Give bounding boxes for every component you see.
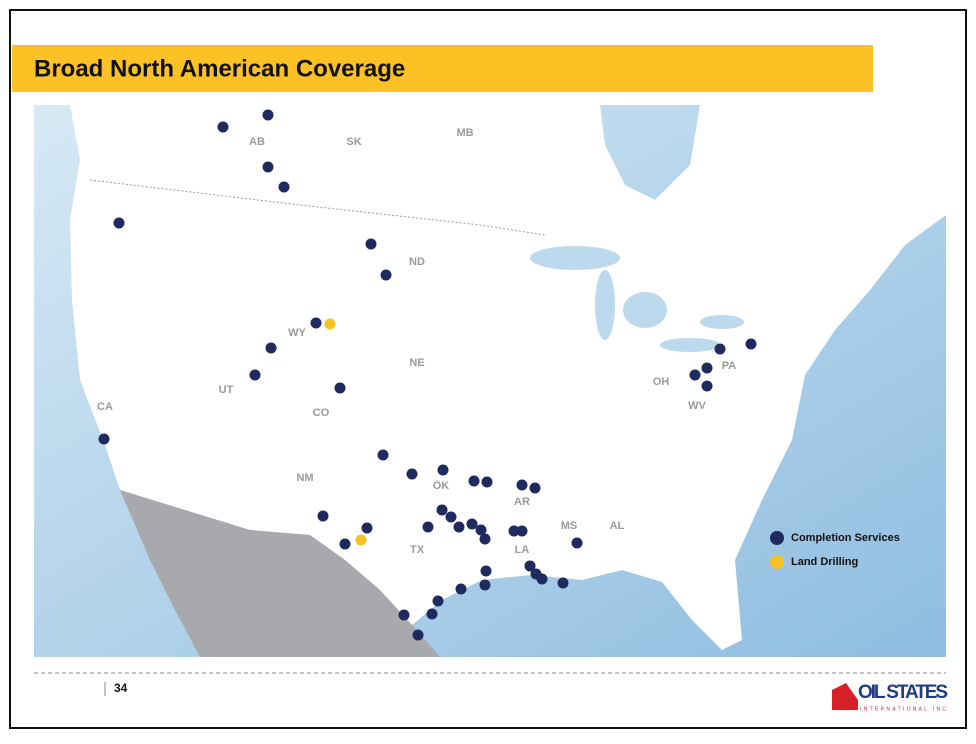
completion-site [406, 468, 418, 480]
completion-site [445, 511, 457, 523]
state-label: WV [688, 400, 706, 412]
completion-site [361, 522, 373, 534]
completion-site [317, 510, 329, 522]
completion-site [516, 479, 528, 491]
state-label: TX [410, 544, 425, 556]
state-label: CO [313, 407, 330, 419]
logo-text: OIL STATES [858, 682, 948, 703]
completion-site [262, 109, 274, 121]
drilling-site [355, 534, 367, 546]
state-label: AL [610, 520, 625, 532]
state-label: OK [433, 480, 450, 492]
legend-label: Completion Services [791, 532, 900, 544]
page-number: 34 [114, 681, 128, 695]
completion-site [745, 338, 757, 350]
completion-site [536, 573, 548, 585]
completion-site [217, 121, 229, 133]
completion-site [98, 433, 110, 445]
state-label: WY [288, 327, 306, 339]
completion-site [249, 369, 261, 381]
state-label: UT [219, 384, 234, 396]
completion-site [557, 577, 569, 589]
completion-site [689, 369, 701, 381]
state-label: SK [346, 136, 361, 148]
completion-site [339, 538, 351, 550]
map: AB SK MB ND WY NE UT CA CO NM OK AR TX LA MS AL OH PA WV [34, 105, 946, 657]
completion-site [436, 504, 448, 516]
completion-site [516, 525, 528, 537]
state-label: AB [249, 136, 265, 148]
completion-site [466, 518, 478, 530]
state-label: MS [561, 520, 578, 532]
state-label: PA [722, 360, 737, 372]
completion-site [113, 217, 125, 229]
completion-site [455, 583, 467, 595]
completion-site [412, 629, 424, 641]
completion-site [437, 464, 449, 476]
title-bar [12, 45, 873, 92]
state-label: AR [514, 496, 530, 508]
completion-site [508, 525, 520, 537]
completion-site [334, 382, 346, 394]
completion-site [265, 342, 277, 354]
completion-site [701, 362, 713, 374]
completion-site [453, 521, 465, 533]
state-label: CA [97, 401, 113, 413]
border [89, 179, 546, 236]
completion-site [475, 524, 487, 536]
completion-site [398, 609, 410, 621]
completion-site [479, 533, 491, 545]
legend-label: Land Drilling [791, 556, 858, 568]
legend-swatch [770, 531, 784, 545]
state-label: LA [515, 544, 530, 556]
logo-mark [832, 683, 858, 710]
mexico [120, 490, 440, 657]
completion-site [426, 608, 438, 620]
state-label: OH [653, 376, 670, 388]
completion-site [380, 269, 392, 281]
completion-site [262, 161, 274, 173]
state-label: ND [409, 256, 425, 268]
great-lakes [530, 246, 744, 352]
state-label: NE [409, 357, 424, 369]
completion-site [278, 181, 290, 193]
completion-site [468, 475, 480, 487]
legend-swatch [770, 555, 784, 569]
completion-site [701, 380, 713, 392]
state-label: NM [296, 472, 313, 484]
completion-site [480, 565, 492, 577]
completion-site [310, 317, 322, 329]
completion-site [481, 476, 493, 488]
completion-site [529, 482, 541, 494]
completion-site [422, 521, 434, 533]
completion-site [479, 579, 491, 591]
logo-subtext: INTERNATIONAL INC [860, 706, 946, 712]
completion-site [524, 560, 536, 572]
completion-site [432, 595, 444, 607]
drilling-site [324, 318, 336, 330]
completion-site [377, 449, 389, 461]
state-label: MB [456, 127, 473, 139]
completion-site [365, 238, 377, 250]
slide-title: Broad North American Coverage [34, 55, 405, 82]
completion-site [714, 343, 726, 355]
completion-site [571, 537, 583, 549]
land [70, 105, 946, 650]
